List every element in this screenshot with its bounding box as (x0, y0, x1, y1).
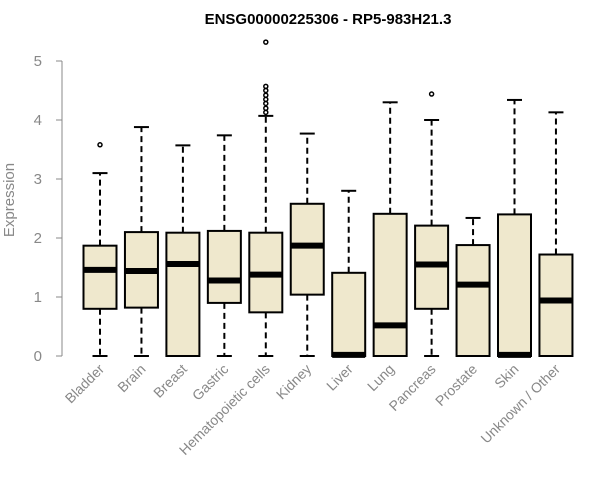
x-category-label: Breast (150, 361, 190, 401)
y-tick-label: 2 (34, 230, 42, 247)
y-tick-label: 4 (34, 112, 42, 129)
chart-title: ENSG00000225306 - RP5-983H21.3 (205, 11, 452, 28)
box-liver (331, 189, 367, 358)
x-category-label: Kidney (273, 361, 315, 403)
x-category-label: Liver (323, 361, 356, 394)
x-category-label: Lung (364, 361, 397, 394)
y-tick-label: 0 (34, 348, 42, 365)
box-pancreas (414, 91, 450, 357)
iqr-box (372, 212, 408, 357)
y-axis: 0 1 2 3 4 5 (34, 53, 63, 365)
box-breast (165, 144, 201, 357)
outlier-point (263, 92, 269, 98)
boxes-group (82, 39, 574, 358)
iqr-box (497, 213, 532, 357)
iqr-box (331, 271, 367, 357)
box-prostate (455, 216, 491, 357)
iqr-box (206, 229, 242, 304)
box-kidney (289, 132, 325, 357)
box-skin (497, 98, 532, 358)
outlier-point (97, 142, 103, 148)
iqr-box (538, 253, 574, 358)
box-brain (123, 126, 159, 357)
outlier-point (263, 39, 269, 45)
box-lung (372, 101, 408, 357)
iqr-box (82, 244, 118, 310)
box-unknown-other (538, 111, 574, 358)
box-hematopoietic-cells (248, 39, 284, 357)
y-tick-label: 5 (34, 53, 42, 70)
iqr-box (289, 202, 325, 296)
iqr-box (455, 244, 491, 357)
box-bladder (82, 142, 118, 357)
x-category-label: Brain (114, 361, 148, 395)
y-tick-label: 1 (34, 289, 42, 306)
y-axis-label: Expression (1, 163, 18, 237)
iqr-box (165, 231, 201, 357)
outlier-point (263, 105, 269, 111)
x-category-label: Unknown / Other (477, 361, 563, 447)
x-category-label: Prostate (432, 361, 480, 409)
outlier-point (263, 83, 269, 90)
outlier-point (428, 91, 435, 97)
box-gastric (206, 134, 242, 357)
x-category-label: Bladder (62, 361, 108, 407)
x-category-label: Skin (491, 361, 522, 392)
y-tick-label: 3 (34, 171, 42, 188)
